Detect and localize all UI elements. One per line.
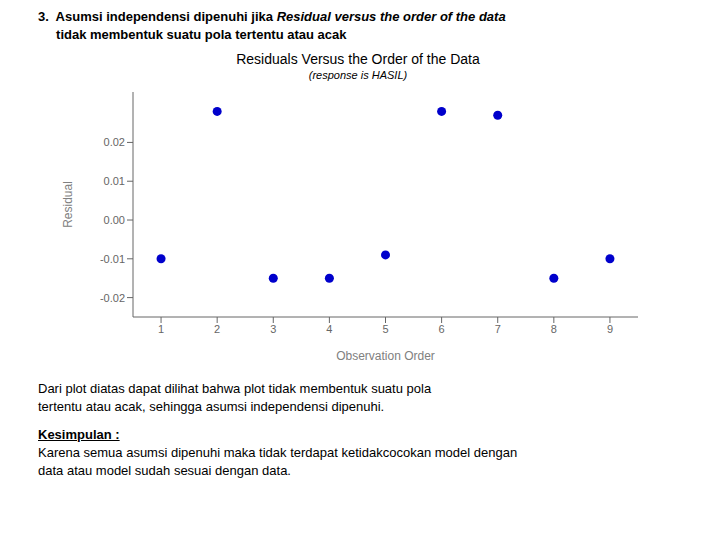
html-text:Karena semua asumsi dipenuhi m: Karena semua asumsi dipenuhi maka tidak … [38,445,518,460]
svg-text:2: 2 [214,323,220,335]
svg-text:8: 8 [551,323,557,335]
html-text:tidak membentuk suatu pola ter: tidak membentuk suatu pola tertentu atau… [38,27,347,42]
svg-text:4: 4 [326,323,332,335]
html-text:Dari plot diatas dapat dilihat: Dari plot diatas dapat dilihat bahwa plo… [38,381,432,396]
html-text:data atau model sudah sesuai d: data atau model sudah sesuai dengan data… [38,463,291,478]
svg-text:7: 7 [495,323,501,335]
svg-text:5: 5 [382,323,388,335]
svg-text:3: 3 [270,323,276,335]
html-text:(response is HASIL): (response is HASIL) [308,69,408,81]
svg-text:-0.01: -0.01 [100,253,125,265]
html-text:Residuals Versus the Order of: Residuals Versus the Order of the Data [236,51,480,67]
svg-text:6: 6 [439,323,445,335]
svg-text:0.01: 0.01 [104,175,125,187]
svg-text:-0.02: -0.02 [100,292,125,304]
svg-text:1: 1 [158,323,164,335]
svg-text:Observation Order: Observation Order [336,349,435,363]
html-text:tertentu atau acak, sehingga a: tertentu atau acak, sehingga asumsi inde… [38,399,385,414]
svg-text:9: 9 [607,323,613,335]
svg-text:Residual: Residual [61,181,75,228]
html-text:3. Asumsi independensi dipenuh: 3. Asumsi independensi dipenuhi jika Res… [38,9,506,24]
html-text:Kesimpulan :: Kesimpulan : [38,427,120,442]
svg-text:0.00: 0.00 [104,214,125,226]
svg-text:0.02: 0.02 [104,136,125,148]
